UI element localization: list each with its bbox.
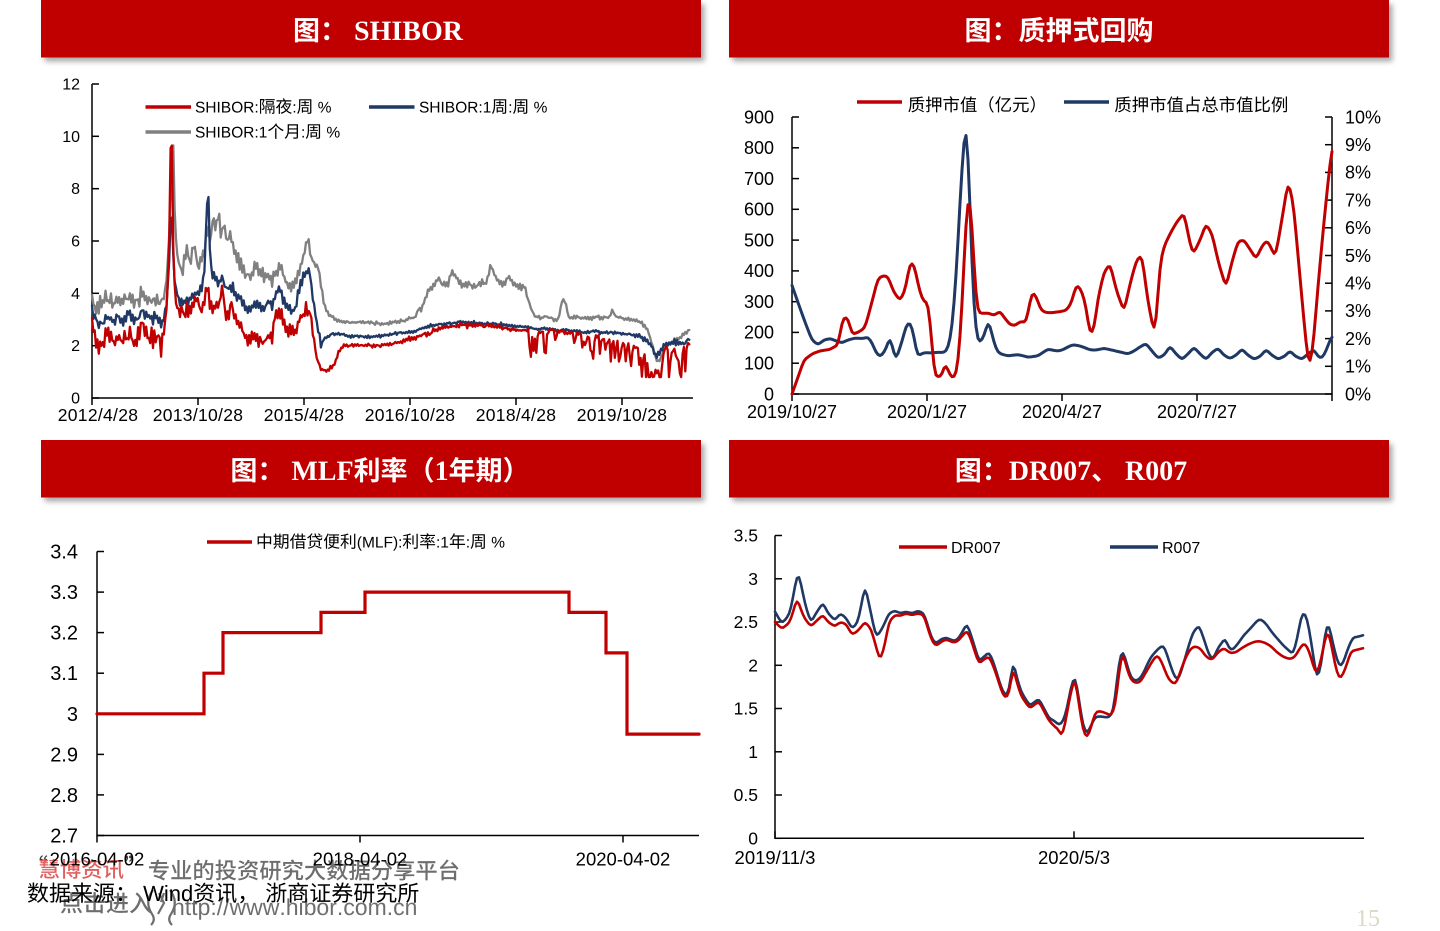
svg-text:8%: 8% xyxy=(1345,163,1371,183)
svg-text:10: 10 xyxy=(62,129,80,146)
svg-text:3%: 3% xyxy=(1345,301,1371,321)
svg-text:2012/4/28: 2012/4/28 xyxy=(58,405,139,425)
svg-text:DR007: DR007 xyxy=(951,540,1001,557)
svg-text:2020/4/27: 2020/4/27 xyxy=(1022,402,1102,422)
svg-text:2.7: 2.7 xyxy=(50,826,78,848)
svg-text:3: 3 xyxy=(748,569,758,589)
svg-text:8: 8 xyxy=(71,181,80,198)
svg-text:0.5: 0.5 xyxy=(734,785,758,805)
svg-text:6%: 6% xyxy=(1345,218,1371,238)
svg-text:1.5: 1.5 xyxy=(734,699,758,719)
svg-text:2020/1/27: 2020/1/27 xyxy=(887,402,967,422)
svg-text:2: 2 xyxy=(71,338,80,355)
svg-text:R007: R007 xyxy=(1162,540,1200,557)
svg-text:400: 400 xyxy=(744,261,774,281)
svg-text:0: 0 xyxy=(748,828,758,848)
svg-text:2019/10/27: 2019/10/27 xyxy=(747,402,837,422)
svg-text:2016/10/28: 2016/10/28 xyxy=(365,405,456,425)
svg-text:3: 3 xyxy=(67,704,78,726)
svg-text:0: 0 xyxy=(71,391,80,408)
svg-text:2.9: 2.9 xyxy=(50,744,78,766)
svg-text:3.4: 3.4 xyxy=(50,542,78,564)
svg-text:4%: 4% xyxy=(1345,274,1371,294)
svg-text:9%: 9% xyxy=(1345,135,1371,155)
svg-text:3.3: 3.3 xyxy=(50,582,78,604)
svg-text:800: 800 xyxy=(744,138,774,158)
svg-text:10%: 10% xyxy=(1345,107,1381,127)
svg-text:2020/5/3: 2020/5/3 xyxy=(1038,847,1110,868)
svg-text:7%: 7% xyxy=(1345,190,1371,210)
svg-text:4: 4 xyxy=(71,286,80,303)
svg-text:6: 6 xyxy=(71,234,80,251)
svg-text:2018/4/28: 2018/4/28 xyxy=(476,405,557,425)
svg-text:2013/10/28: 2013/10/28 xyxy=(153,405,244,425)
svg-text:1: 1 xyxy=(748,742,758,762)
svg-text:0: 0 xyxy=(764,384,774,404)
svg-text:300: 300 xyxy=(744,292,774,312)
svg-text:0%: 0% xyxy=(1345,384,1371,404)
svg-text:12: 12 xyxy=(62,77,80,94)
svg-text:3.2: 3.2 xyxy=(50,623,78,645)
svg-text:2015/4/28: 2015/4/28 xyxy=(264,405,345,425)
svg-text:100: 100 xyxy=(744,354,774,374)
svg-text:500: 500 xyxy=(744,230,774,250)
svg-text:200: 200 xyxy=(744,323,774,343)
svg-text:900: 900 xyxy=(744,107,774,127)
svg-text:2019/11/3: 2019/11/3 xyxy=(735,847,816,868)
svg-text:2%: 2% xyxy=(1345,329,1371,349)
svg-text:2020-04-02: 2020-04-02 xyxy=(576,849,671,870)
svg-text:2.5: 2.5 xyxy=(734,612,758,632)
svg-text:2019/10/28: 2019/10/28 xyxy=(577,405,668,425)
svg-text:700: 700 xyxy=(744,169,774,189)
svg-text:15: 15 xyxy=(1356,906,1380,931)
svg-text:3.5: 3.5 xyxy=(734,526,758,546)
svg-text:2.8: 2.8 xyxy=(50,785,78,807)
svg-text:600: 600 xyxy=(744,200,774,220)
svg-text:1%: 1% xyxy=(1345,357,1371,377)
svg-text:3.1: 3.1 xyxy=(50,663,78,685)
svg-text:2: 2 xyxy=(748,655,758,675)
svg-text:2020/7/27: 2020/7/27 xyxy=(1157,402,1237,422)
svg-text:5%: 5% xyxy=(1345,246,1371,266)
